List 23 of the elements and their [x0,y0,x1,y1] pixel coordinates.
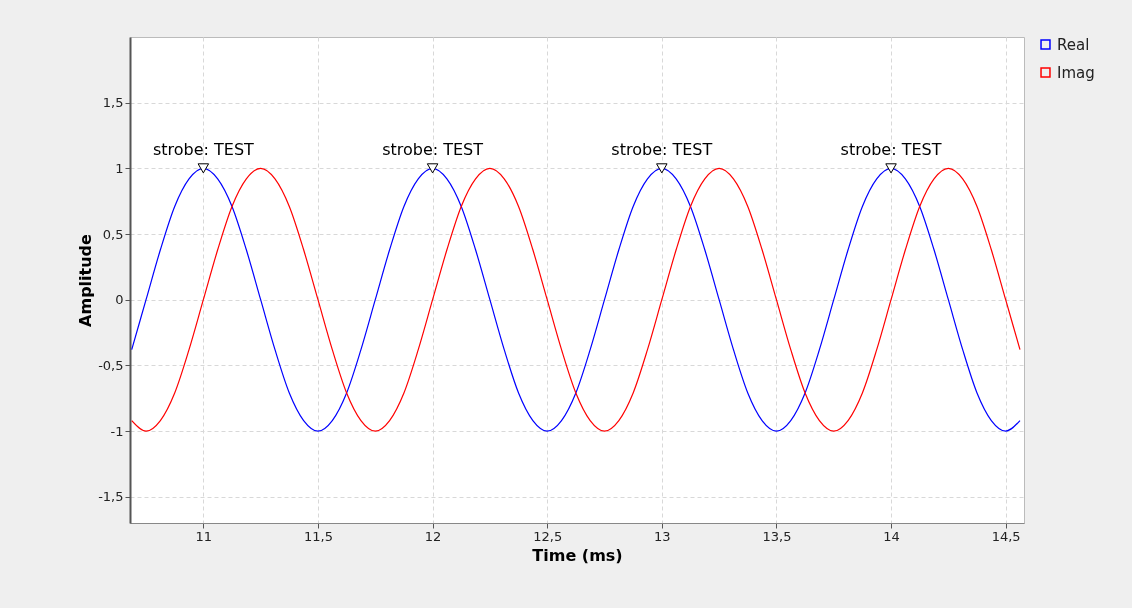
x-tick-label: 13 [654,528,671,544]
y-tick-label: -1 [110,423,124,439]
y-tick-label: 0,5 [102,226,124,242]
y-tick-label: 1,5 [102,95,124,111]
annotation: strobe: TEST [840,140,942,160]
y-axis-title: Amplitude [76,233,96,327]
legend-label: Imag [1057,63,1095,82]
y-tick-label: 0 [115,292,124,308]
x-tick-label: 12 [424,528,442,544]
x-axis-title: Time (ms) [532,545,623,565]
x-tick-label: 14 [883,528,900,544]
y-tick-label: -1,5 [98,489,124,505]
x-tick-label: 14,5 [991,528,1021,544]
y-tick-label: 1 [115,160,124,176]
annotation: strobe: TEST [611,140,713,160]
x-tick-label: 13,5 [762,528,792,544]
x-tick-label: 11,5 [303,528,333,544]
x-tick-label: 12,5 [533,528,563,544]
annotation: strobe: TEST [152,140,255,160]
annotation: strobe: TEST [382,140,484,160]
legend-label: Real [1057,35,1090,54]
x-tick-label: 11 [195,528,213,544]
y-tick-label: -0,5 [98,357,124,373]
